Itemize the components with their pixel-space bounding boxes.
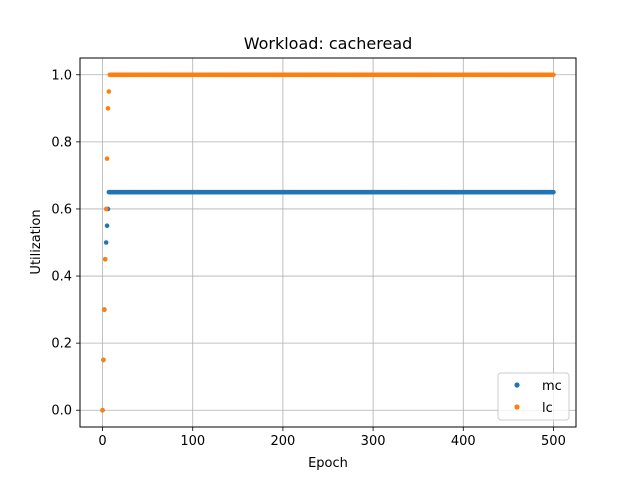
data-point-lc [102,256,108,262]
data-point-lc [103,206,109,212]
data-point-lc [101,357,106,363]
data-point-lc [102,307,107,312]
data-point-lc [100,407,105,413]
x-tick-label: 100 [180,434,205,449]
legend-label-mc: mc [542,379,562,394]
y-tick-label: 0.6 [51,202,72,217]
data-point-lc [104,156,110,161]
data-point-lc [551,72,556,78]
data-point-lc [105,106,111,111]
legend: mc lc [497,372,570,421]
y-axis-label: Utilization [29,209,44,274]
chart-title: Workload: cacheread [244,34,413,53]
data-point-mc [104,223,110,229]
y-tick-label: 1.0 [51,68,72,83]
plot-frame [79,57,577,428]
y-tick-label: 0.4 [51,270,72,285]
x-tick-label: 0 [98,434,106,449]
x-tick-label: 300 [361,434,386,449]
y-tick-label: 0.8 [51,135,72,150]
x-tick-label: 400 [451,434,476,449]
x-axis-label: Epoch [308,456,348,471]
data-point-mc [103,240,109,245]
data-point-mc [551,189,556,195]
y-tick-label: 0.0 [51,404,72,419]
axis-ticks: 0 100 200 300 400 500 0.0 0.2 0.4 0.6 0.8 1.0 [51,68,566,449]
x-tick-label: 200 [270,434,295,449]
data-points [100,72,556,413]
legend-marker-mc [514,382,520,388]
grid [80,58,576,427]
legend-label-lc: lc [542,401,553,416]
y-tick-label: 0.2 [51,337,72,352]
legend-marker-lc [514,404,520,410]
data-point-lc [106,89,112,94]
x-tick-label: 500 [541,434,566,449]
